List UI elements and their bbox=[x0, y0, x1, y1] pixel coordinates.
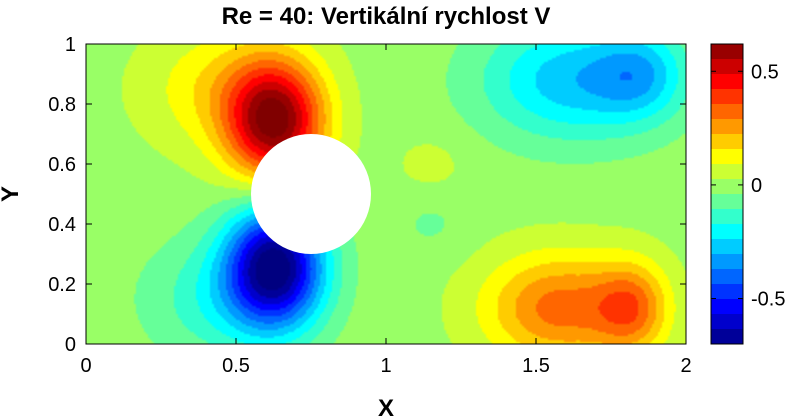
colorbar-tick-label: -0.5 bbox=[751, 289, 785, 311]
colorbar-tick-label: 0 bbox=[751, 175, 762, 197]
x-tick-label: 0 bbox=[80, 355, 91, 377]
colorbar-gradient bbox=[710, 43, 744, 345]
colorbar: -0.5 0 0.5 bbox=[710, 43, 785, 345]
y-tick-label: 0.8 bbox=[48, 94, 76, 116]
y-tick-label: 0 bbox=[65, 334, 76, 356]
y-axis-label: Y bbox=[0, 186, 24, 202]
colorbar-tick-label: 0.5 bbox=[751, 61, 779, 83]
y-tick-label: 0.6 bbox=[48, 154, 76, 176]
y-tick-label: 1 bbox=[65, 34, 76, 56]
velocity-field bbox=[86, 44, 686, 344]
x-tick-label: 2 bbox=[680, 355, 691, 377]
x-tick-label: 0.5 bbox=[222, 355, 250, 377]
y-tick-label: 0.2 bbox=[48, 274, 76, 296]
cylinder-obstacle bbox=[251, 134, 371, 254]
y-tick-label: 0.4 bbox=[48, 214, 76, 236]
contour-plot bbox=[85, 43, 687, 345]
x-tick-label: 1 bbox=[380, 355, 391, 377]
colorbar-ticks: -0.5 0 0.5 bbox=[711, 61, 785, 311]
x-axis-label: X bbox=[378, 395, 394, 419]
chart-title: Re = 40: Vertikální rychlost V bbox=[222, 3, 551, 30]
y-axis: 0 0.2 0.4 0.6 0.8 1 bbox=[48, 34, 686, 356]
x-axis: 0 0.5 1 1.5 2 bbox=[80, 44, 692, 377]
x-tick-label: 1.5 bbox=[522, 355, 550, 377]
